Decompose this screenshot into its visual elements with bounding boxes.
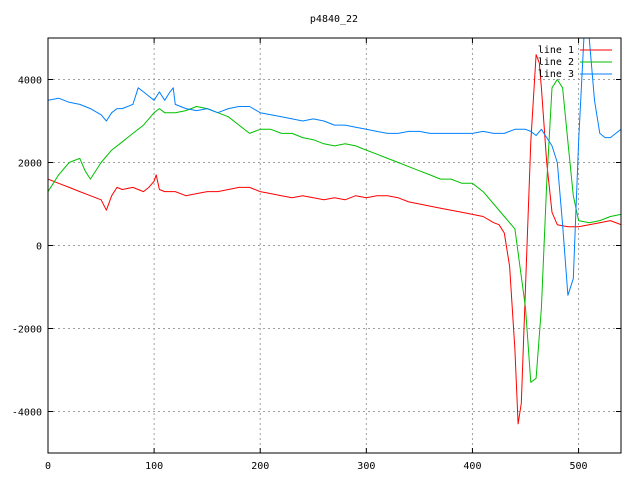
legend-label: line 3 (538, 69, 574, 80)
x-tick-label: 200 (251, 461, 269, 472)
x-tick-label: 100 (145, 461, 163, 472)
y-axis-ticks: -4000 -2000 0 2000 4000 (12, 76, 621, 419)
y-tick-label: 0 (36, 242, 42, 253)
legend-label: line 1 (538, 45, 574, 56)
series-line-3 (48, 38, 621, 296)
x-tick-label: 300 (357, 461, 375, 472)
y-tick-label: -2000 (12, 325, 42, 336)
plot-series (48, 38, 621, 425)
y-tick-label: 4000 (18, 76, 42, 87)
y-tick-label: -4000 (12, 408, 42, 419)
grid (47, 38, 621, 453)
x-tick-label: 400 (463, 461, 481, 472)
x-axis-ticks: 0 100 200 300 400 500 (45, 38, 588, 472)
series-line-2 (48, 79, 621, 383)
x-tick-label: 500 (570, 461, 588, 472)
y-tick-label: 2000 (18, 159, 42, 170)
legend-label: line 2 (538, 57, 574, 68)
chart-title: p4840_22 (310, 14, 358, 25)
series-line-1 (48, 54, 621, 425)
x-tick-label: 0 (45, 461, 51, 472)
